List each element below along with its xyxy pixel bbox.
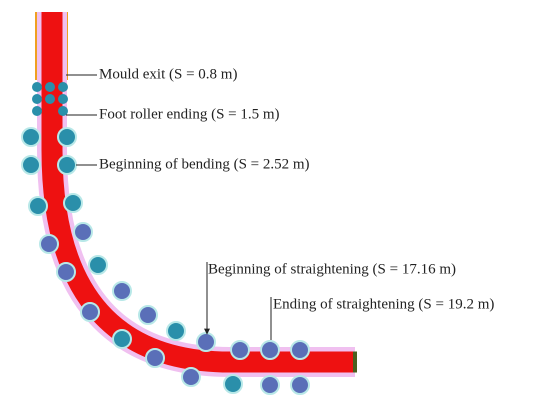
strand-end bbox=[353, 351, 357, 373]
annotation: Beginning of straightening (S = 17.16 m) bbox=[208, 261, 456, 277]
annotation: Foot roller ending (S = 1.5 m) bbox=[99, 106, 280, 122]
annotation: Mould exit (S = 0.8 m) bbox=[99, 66, 237, 82]
foot-rollers bbox=[32, 82, 68, 116]
rollers bbox=[21, 127, 310, 395]
annotation: Beginning of bending (S = 2.52 m) bbox=[99, 156, 310, 172]
annotation: Ending of straightening (S = 19.2 m) bbox=[273, 296, 494, 312]
